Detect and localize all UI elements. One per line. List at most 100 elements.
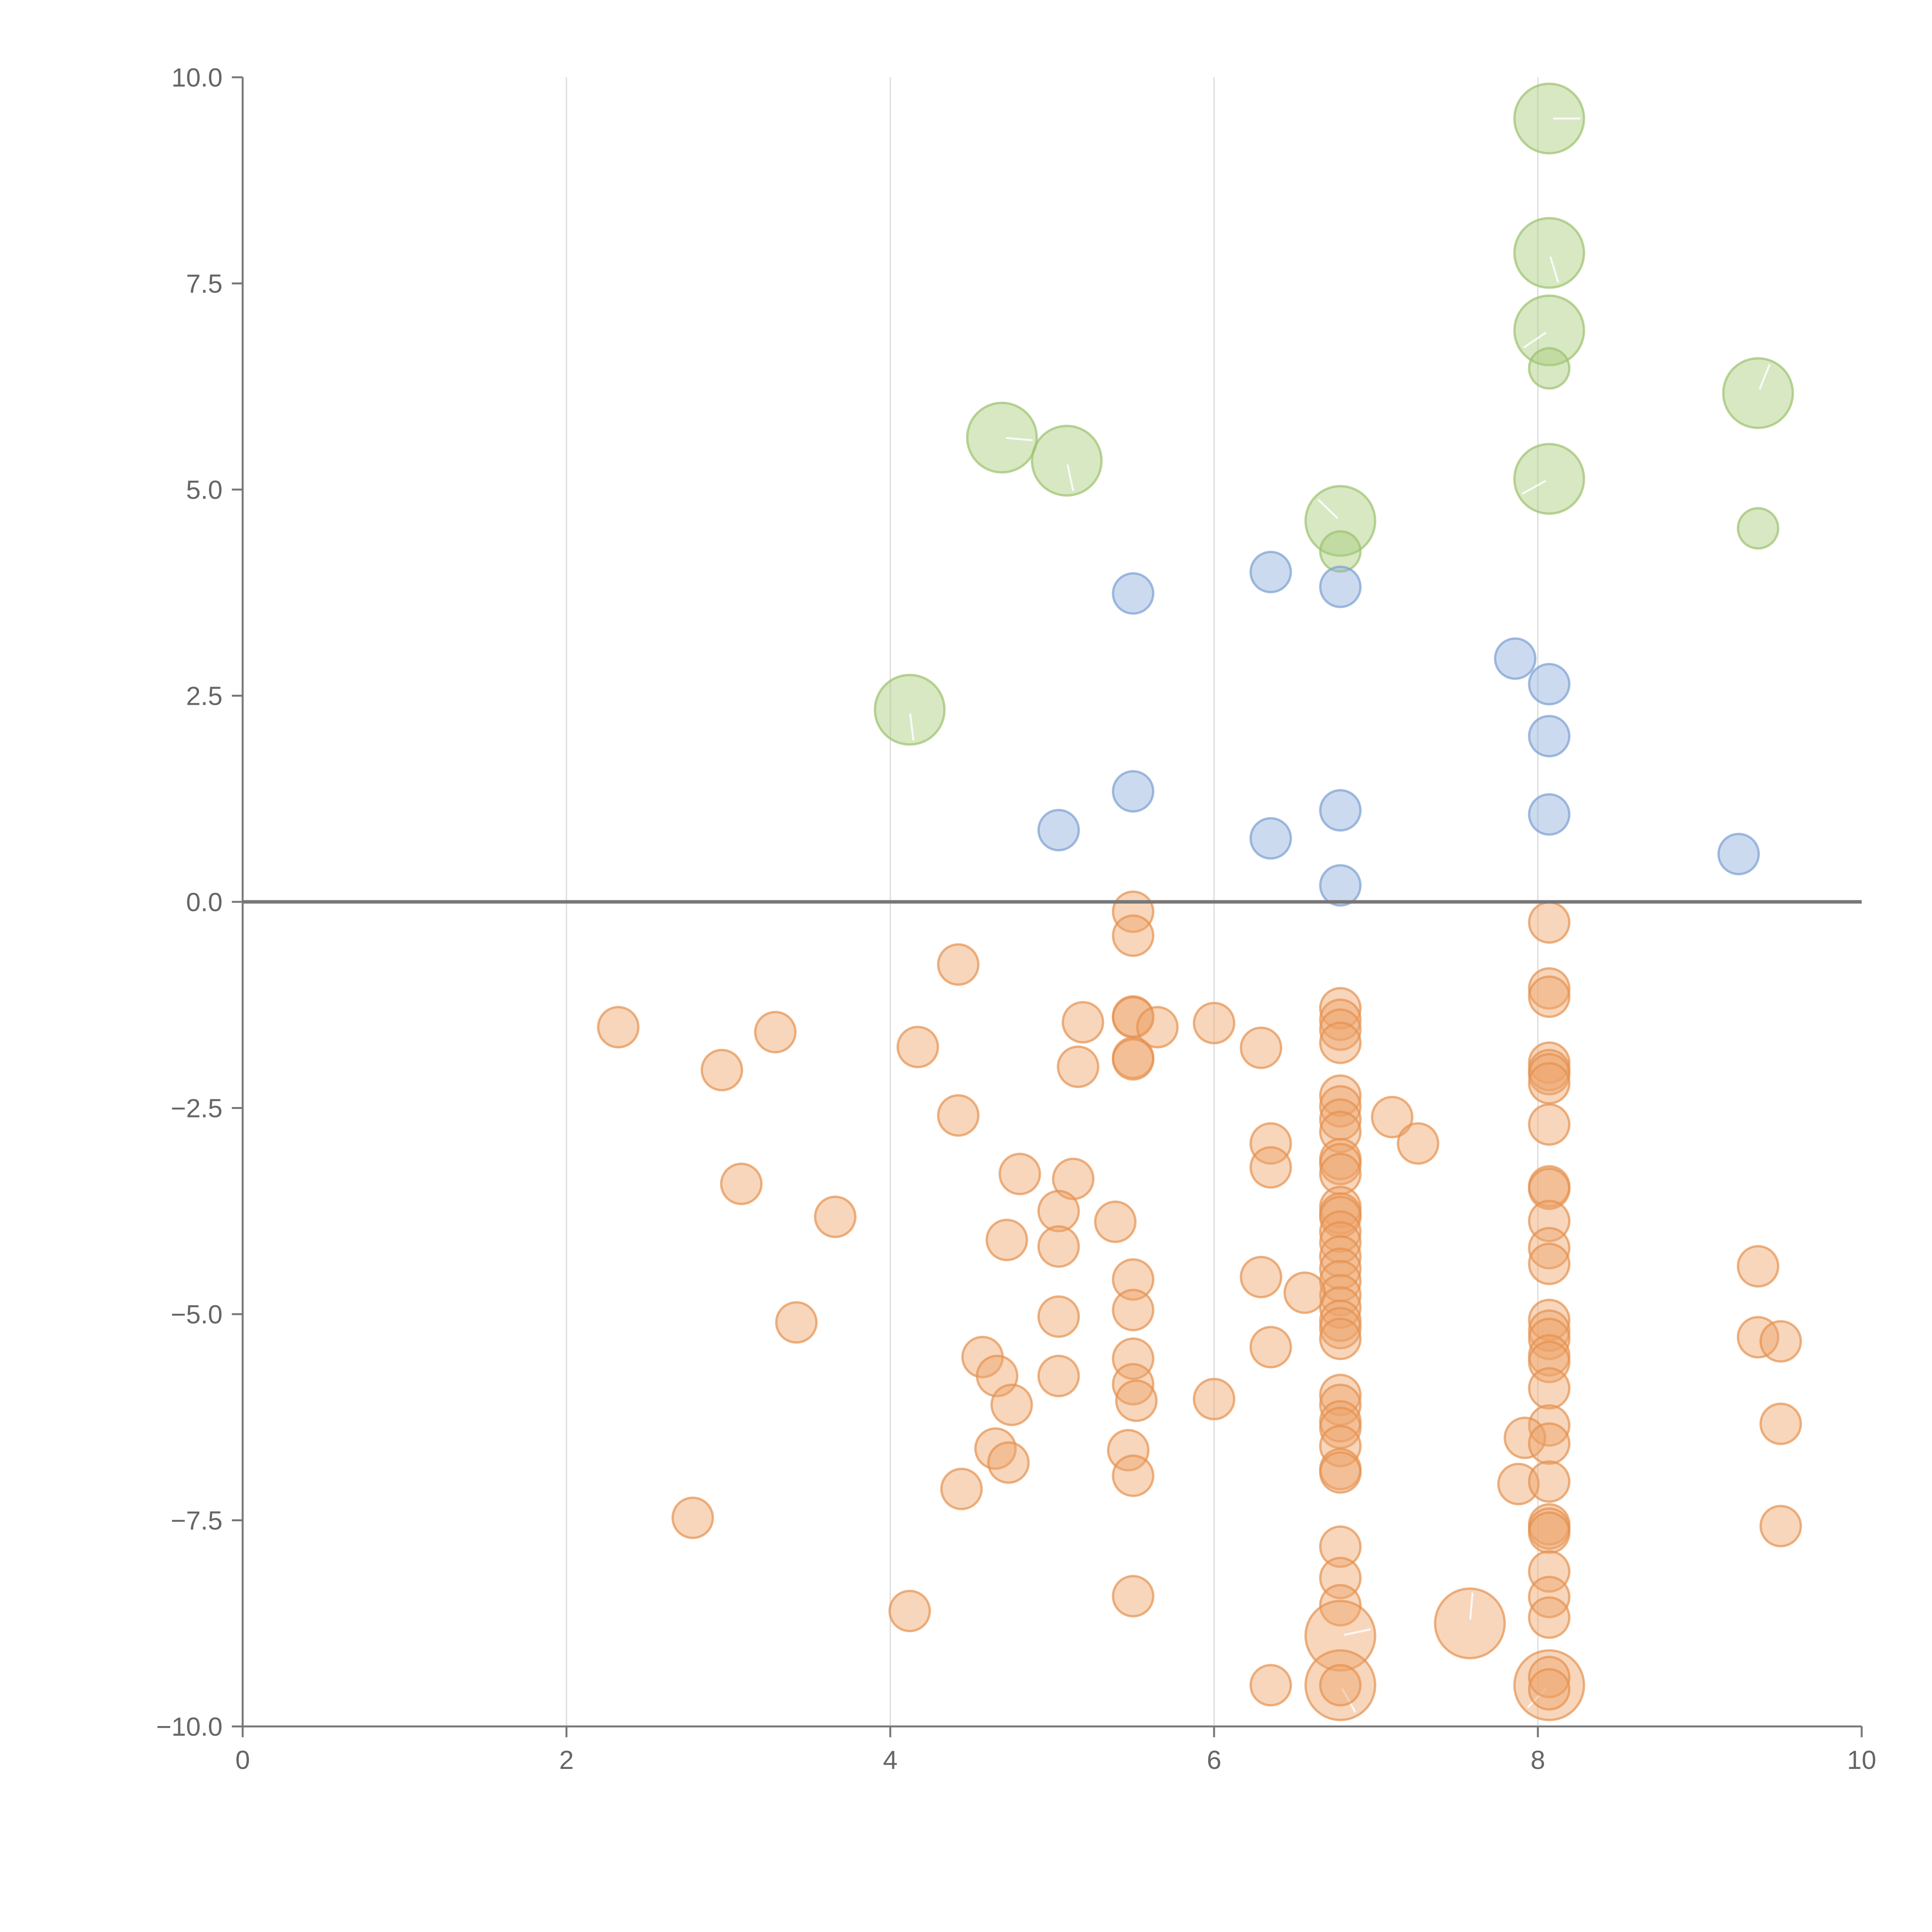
bubble-point <box>1528 1367 1571 1410</box>
bubble-point <box>940 1468 983 1510</box>
bubble-point <box>1112 770 1155 813</box>
y-tick-label: −10.0 <box>156 1712 223 1742</box>
bubble-leader-line <box>1344 1628 1371 1636</box>
bubble-point <box>985 1218 1028 1261</box>
bubble-leader-line <box>1066 464 1074 492</box>
y-tick-label: 7.5 <box>186 269 223 299</box>
x-tick-label: 2 <box>559 1745 574 1775</box>
bubble-point <box>1497 1463 1540 1505</box>
bubble-point <box>1528 1318 1571 1361</box>
bubble-point <box>597 1006 640 1049</box>
bubble-point <box>1112 572 1155 615</box>
bubble-point <box>1240 1026 1282 1069</box>
bubble-point <box>1528 1053 1571 1096</box>
bubble-point <box>1319 530 1362 573</box>
bubble-point <box>874 673 946 746</box>
bubble-point <box>1240 1255 1282 1298</box>
bubble-point <box>1319 1021 1362 1064</box>
axes <box>232 76 1863 1737</box>
x-tick-label: 6 <box>1207 1745 1221 1775</box>
bubble-point <box>1528 347 1571 390</box>
bubble-point <box>1513 217 1585 289</box>
bubble-point <box>1112 1363 1155 1406</box>
bubble-point <box>1319 1074 1362 1117</box>
bubble-point <box>1528 1103 1571 1146</box>
bubble-leader-line <box>1527 1687 1548 1708</box>
bubble-point <box>1037 1190 1080 1233</box>
bubble-point <box>1528 1655 1571 1698</box>
bubble-point <box>990 1383 1033 1426</box>
bubble-point <box>1319 987 1362 1030</box>
y-tick-label: −5.0 <box>171 1300 223 1329</box>
x-tick-label: 10 <box>1847 1745 1876 1775</box>
bubble-marks <box>597 82 1802 1721</box>
bubble-point <box>1513 82 1585 155</box>
bubble-point <box>1319 1008 1362 1051</box>
bubble-point <box>1319 1274 1362 1316</box>
y-tick-label: 5.0 <box>186 475 223 505</box>
bubble-point <box>1528 901 1571 944</box>
bubble-point <box>1319 864 1362 907</box>
bubble-point <box>1057 1045 1100 1088</box>
bubble-point <box>1503 1417 1546 1459</box>
bubble-point <box>888 1590 931 1633</box>
bubble-point <box>1107 1429 1150 1472</box>
bubble-leader-line <box>1317 498 1338 519</box>
bubble-point <box>1094 1200 1137 1243</box>
bubble-point <box>1528 1167 1571 1210</box>
bubble-leader-line <box>1522 480 1546 495</box>
bubble-point <box>1528 1511 1571 1554</box>
x-tick-label: 4 <box>883 1745 898 1775</box>
bubble-point <box>1759 1505 1802 1548</box>
bubble-point <box>1736 507 1779 550</box>
bubble-point <box>1112 1337 1155 1380</box>
bubble-point <box>1249 1326 1292 1369</box>
bubble-point <box>814 1196 857 1238</box>
bubble-point <box>1319 1525 1362 1568</box>
bubble-point <box>1528 793 1571 836</box>
bubble-point <box>1528 663 1571 706</box>
bubble-point <box>1319 998 1362 1041</box>
bubble-point <box>1759 1320 1802 1363</box>
bubble-point <box>1319 789 1362 832</box>
bubble-point <box>1371 1095 1413 1138</box>
bubble-point <box>1037 1355 1080 1398</box>
bubble-point <box>1528 1550 1571 1593</box>
bubble-point <box>1528 1242 1571 1285</box>
bubble-point <box>1136 1006 1179 1049</box>
bubble-leader-line <box>1469 1592 1474 1620</box>
y-tick-label: −2.5 <box>171 1094 223 1123</box>
bubble-point <box>1736 1245 1779 1288</box>
bubble-point <box>1037 1225 1080 1268</box>
y-tick-label: 0.0 <box>186 888 223 917</box>
bubble-point <box>1528 1668 1571 1711</box>
bubble-point <box>1193 1378 1235 1420</box>
bubble-point <box>1112 1038 1155 1081</box>
bubble-point <box>1494 637 1537 680</box>
bubble-leader-line <box>1005 437 1033 442</box>
bubble-point <box>1112 1575 1155 1617</box>
bubble-point <box>937 1094 980 1137</box>
bubble-point <box>1319 1143 1362 1185</box>
y-tick-label: −7.5 <box>171 1506 223 1536</box>
bubble-point <box>1112 1289 1155 1332</box>
bubble-point <box>1031 425 1103 497</box>
bubble-point <box>987 1441 1030 1484</box>
y-tick-label: 10.0 <box>172 63 223 92</box>
bubble-point <box>1052 1158 1095 1201</box>
x-tick-label: 0 <box>235 1745 250 1775</box>
bubble-point <box>1319 1451 1362 1494</box>
bubble-point <box>1434 1587 1506 1660</box>
bubble-point <box>1528 1062 1571 1105</box>
bubble-point <box>1722 357 1794 429</box>
bubble-point <box>1528 975 1571 1018</box>
bubble-point <box>1112 1258 1155 1301</box>
bubble-point <box>1037 1295 1080 1338</box>
bubble-point <box>1249 1146 1292 1189</box>
bubble-point <box>1112 1454 1155 1497</box>
bubble-point <box>1319 1085 1362 1128</box>
bubble-point <box>1528 1460 1571 1503</box>
bubble-point <box>1319 1664 1362 1707</box>
bubble-point <box>896 1026 939 1068</box>
